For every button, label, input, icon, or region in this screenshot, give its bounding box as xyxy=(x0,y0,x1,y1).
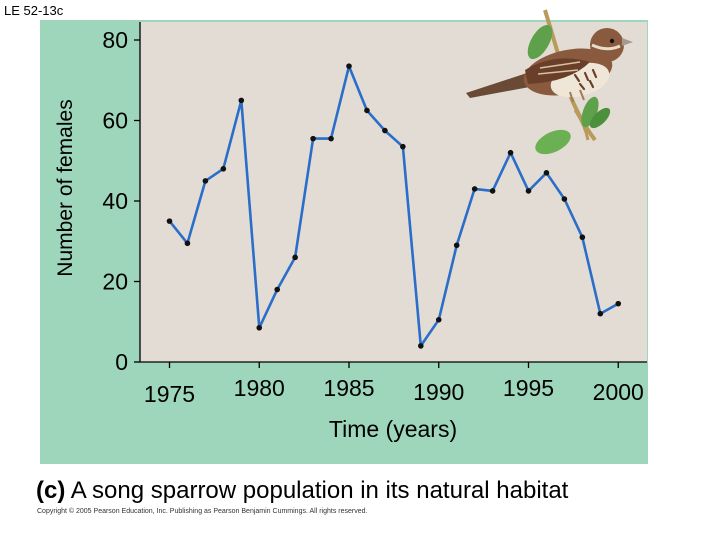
data-point xyxy=(364,107,370,114)
y-axis-label: Number of females xyxy=(54,99,77,277)
axes xyxy=(134,22,647,368)
data-point xyxy=(453,242,460,249)
y-tick-label: 0 xyxy=(115,349,128,375)
data-point xyxy=(525,188,532,194)
x-tick-label: 1990 xyxy=(413,379,464,405)
y-tick-labels: 0 20 40 60 80 xyxy=(102,27,128,375)
caption-tag: (c) xyxy=(36,477,66,504)
x-tick-label: 1975 xyxy=(144,381,195,407)
x-tick-label: 1980 xyxy=(234,375,285,401)
data-point xyxy=(382,127,388,134)
x-tick-labels: 1975 1980 1985 1990 1995 2000 xyxy=(144,375,644,407)
data-point xyxy=(489,188,496,194)
figure-caption: (c) A song sparrow population in its nat… xyxy=(36,477,568,505)
figure-label: LE 52-13c xyxy=(4,3,64,18)
data-point xyxy=(166,218,173,224)
data-point xyxy=(274,286,281,293)
caption-text: A song sparrow population in its natural… xyxy=(70,477,569,504)
y-tick-label: 80 xyxy=(102,27,128,53)
data-point xyxy=(418,343,424,349)
data-point xyxy=(184,240,191,247)
data-point xyxy=(579,234,586,241)
data-point xyxy=(238,97,245,104)
x-tick-label: 1985 xyxy=(323,375,374,401)
data-point xyxy=(543,170,550,176)
data-point xyxy=(292,254,298,261)
y-tick-label: 20 xyxy=(102,269,128,295)
x-tick-label: 2000 xyxy=(593,379,644,405)
y-tick-label: 40 xyxy=(102,188,128,214)
x-axis-label: Time (years) xyxy=(328,416,458,442)
song-sparrow-illustration xyxy=(466,9,633,155)
data-point xyxy=(615,300,622,307)
y-tick-label: 60 xyxy=(102,108,128,134)
series-layer xyxy=(166,63,622,349)
data-point xyxy=(220,166,227,172)
data-point xyxy=(507,149,514,156)
data-point xyxy=(471,186,478,192)
data-point xyxy=(346,63,352,69)
data-point xyxy=(597,310,604,317)
data-point xyxy=(202,178,209,184)
copyright-notice: Copyright © 2005 Pearson Education, Inc.… xyxy=(37,508,368,515)
data-point xyxy=(256,324,263,331)
data-point xyxy=(435,316,442,323)
data-point xyxy=(328,135,334,142)
data-point xyxy=(561,196,568,202)
data-point xyxy=(310,135,316,142)
data-point xyxy=(400,143,406,150)
x-tick-label: 1995 xyxy=(503,375,554,401)
series-line xyxy=(168,64,619,348)
